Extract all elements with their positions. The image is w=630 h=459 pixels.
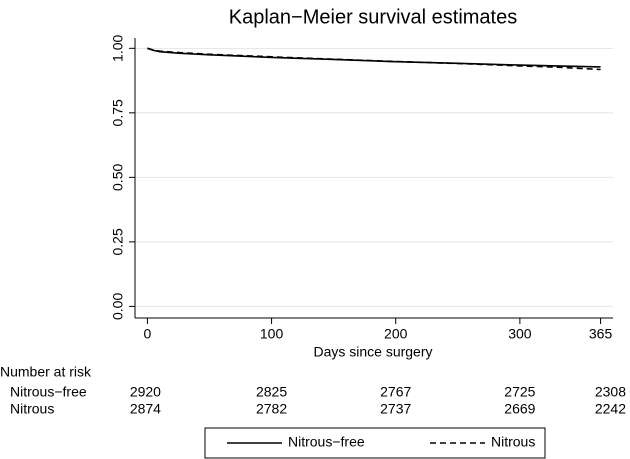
legend-label: Nitrous <box>491 434 535 450</box>
y-tick-label: 1.00 <box>110 34 126 61</box>
x-tick-label: 300 <box>508 326 532 342</box>
y-tick-label: 0.50 <box>110 164 126 191</box>
x-tick-label: 200 <box>384 326 408 342</box>
risk-row-name: Nitrous−free <box>10 384 87 400</box>
risk-table-title: Number at risk <box>0 364 92 380</box>
legend-box <box>204 427 546 459</box>
risk-count: 2920 <box>130 384 161 400</box>
x-tick-label: 365 <box>589 326 613 342</box>
risk-count: 2242 <box>595 401 626 417</box>
risk-count: 2825 <box>256 384 287 400</box>
x-tick-label: 0 <box>144 326 152 342</box>
risk-count: 2737 <box>380 401 411 417</box>
risk-count: 2782 <box>256 401 287 417</box>
risk-row-name: Nitrous <box>10 401 54 417</box>
risk-count: 2308 <box>595 384 626 400</box>
y-tick-label: 0.25 <box>110 228 126 255</box>
x-tick-label: 100 <box>260 326 284 342</box>
chart-title: Kaplan−Meier survival estimates <box>229 6 517 28</box>
y-tick-label: 0.75 <box>110 99 126 126</box>
risk-count: 2725 <box>504 384 535 400</box>
survival-line <box>147 47 601 71</box>
risk-count: 2874 <box>130 401 161 417</box>
y-tick-label: 0.00 <box>110 293 126 320</box>
risk-count: 2767 <box>380 384 411 400</box>
risk-count: 2669 <box>504 401 535 417</box>
legend-label: Nitrous−free <box>288 434 365 450</box>
x-axis-title: Days since surgery <box>313 344 432 360</box>
